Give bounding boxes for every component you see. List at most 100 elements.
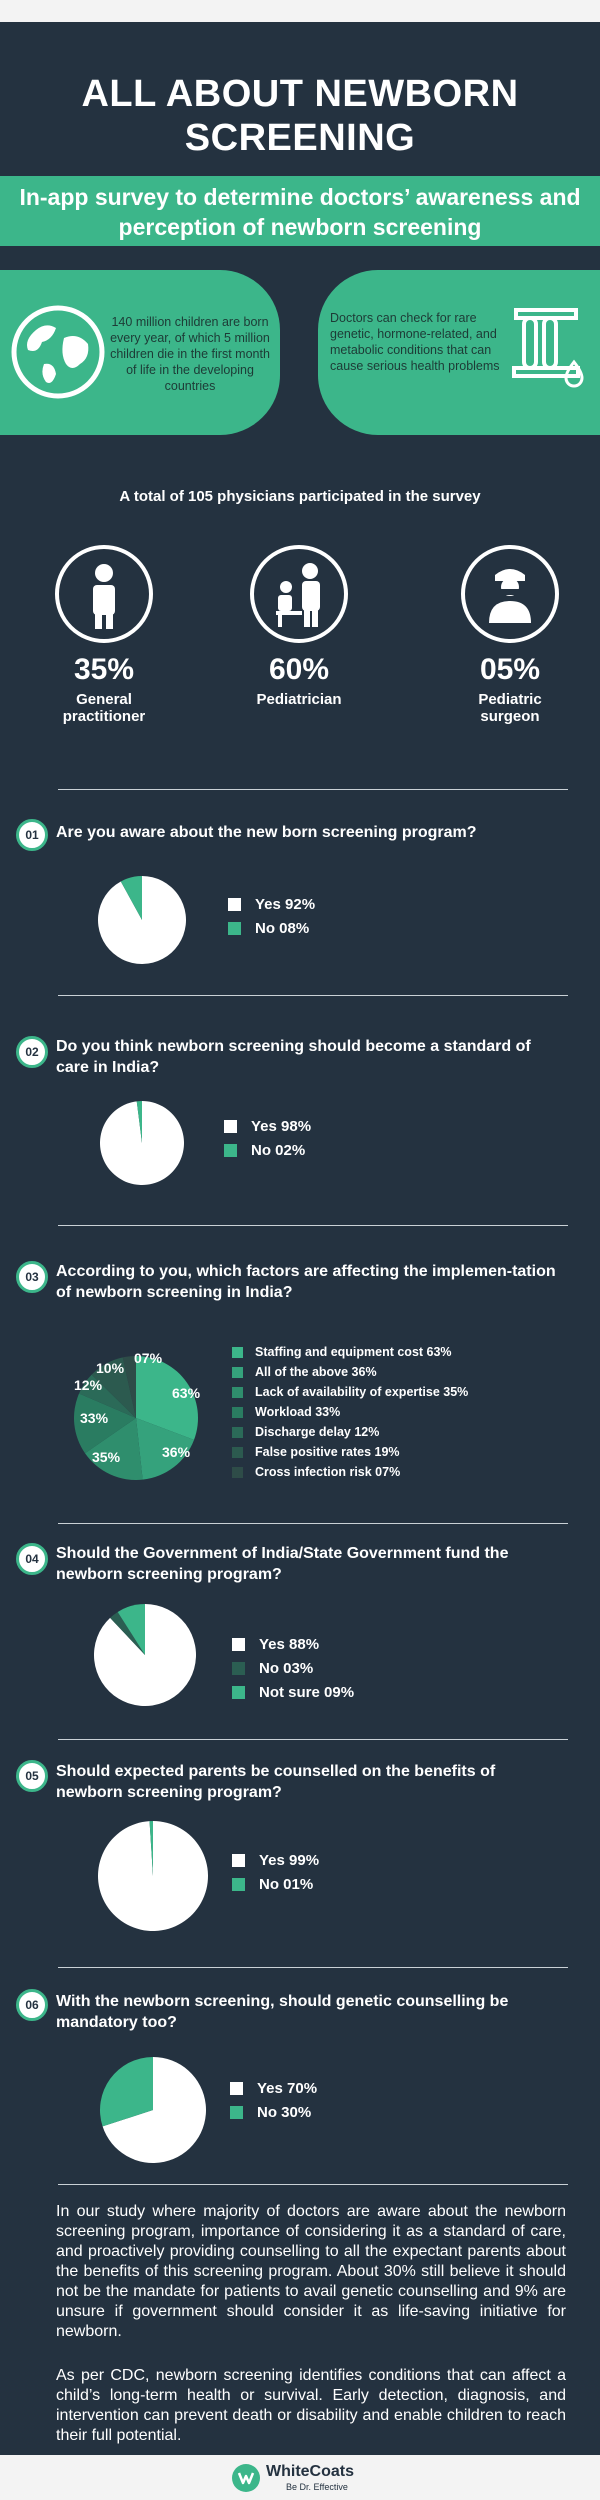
participants-heading: A total of 105 physicians participated i… xyxy=(119,488,481,505)
role-pct: 60% xyxy=(268,653,330,686)
legend-swatch xyxy=(224,1143,237,1157)
pie-chart-q2 xyxy=(100,1101,184,1185)
legend-item: No 03% xyxy=(232,1656,354,1680)
question-text: With the newborn screening, should genet… xyxy=(56,1993,509,2031)
legend-swatch xyxy=(232,1661,245,1675)
question-text: Do you think newborn screening should be… xyxy=(56,1038,531,1076)
legend-item: Yes 92% xyxy=(228,892,315,916)
legend-item: Yes 70% xyxy=(230,2076,317,2100)
question-number: 04 xyxy=(16,1543,48,1575)
legend-swatch xyxy=(230,2105,243,2119)
legend-q1: Yes 92% No 08% xyxy=(228,892,315,940)
legend-item: Discharge delay 12% xyxy=(232,1422,468,1442)
legend-swatch xyxy=(228,921,241,935)
divider xyxy=(58,1739,568,1740)
legend-label: All of the above 36% xyxy=(255,1365,377,1379)
divider xyxy=(58,1967,568,1968)
conclusion-paragraph: In our study where majority of doctors a… xyxy=(56,2203,566,2340)
pie-slice xyxy=(85,1418,143,1480)
legend-swatch xyxy=(230,2081,243,2095)
pie-slice xyxy=(110,1611,145,1655)
pie-label: 35% xyxy=(92,1449,121,1465)
legend-q6: Yes 70% No 30% xyxy=(230,2076,317,2124)
pie-slice xyxy=(100,2057,153,2127)
divider xyxy=(58,995,568,996)
legend-item: No 08% xyxy=(228,916,315,940)
legend-swatch xyxy=(232,1877,245,1891)
role-general-practitioner: 35% General practitioner xyxy=(49,545,159,725)
legend-swatch xyxy=(232,1346,243,1358)
legend-label: No 01% xyxy=(259,1875,314,1893)
brand-name: WhiteCoats xyxy=(266,2463,354,2480)
brand-tagline: Be Dr. Effective xyxy=(286,2482,348,2492)
legend-q5: Yes 99% No 01% xyxy=(232,1848,319,1896)
pie-slice xyxy=(79,1374,136,1418)
top-strip xyxy=(0,0,600,22)
pie-slice xyxy=(136,1101,142,1143)
legend-label: Lack of availability of expertise 35% xyxy=(255,1385,469,1399)
legend-swatch xyxy=(232,1466,243,1478)
legend-label: Cross infection risk 07% xyxy=(255,1465,401,1479)
legend-q4: Yes 88% No 03% Not sure 09% xyxy=(232,1632,354,1704)
legend-label: Yes 88% xyxy=(259,1635,320,1653)
role-label: General practitioner xyxy=(62,691,146,725)
pie-chart-q6 xyxy=(100,2057,206,2163)
legend-item: False positive rates 19% xyxy=(232,1442,468,1462)
question-number: 02 xyxy=(16,1036,48,1068)
pie-slice xyxy=(122,1356,136,1418)
legend-swatch xyxy=(232,1406,243,1418)
fact-births-text: 140 million children are born every year… xyxy=(110,315,270,393)
question-number: 06 xyxy=(16,1989,48,2021)
legend-label: Staffing and equipment cost 63% xyxy=(255,1345,452,1359)
divider xyxy=(58,1225,568,1226)
legend-label: Yes 70% xyxy=(257,2079,318,2097)
cdc-paragraph: As per CDC, newborn screening identifies… xyxy=(56,2367,566,2444)
legend-swatch xyxy=(232,1426,243,1438)
legend-label: No 30% xyxy=(257,2103,312,2121)
fact-conditions-text: Doctors can check for rare genetic, horm… xyxy=(330,311,500,373)
whitecoats-logo-icon xyxy=(232,2464,260,2492)
fact-card-births: 140 million children are born every year… xyxy=(0,270,280,435)
legend-q2: Yes 98% No 02% xyxy=(224,1114,311,1162)
question-text: Are you aware about the new born screeni… xyxy=(56,824,477,841)
legend-item: Lack of availability of expertise 35% xyxy=(232,1382,468,1402)
pie-slice xyxy=(136,1418,195,1480)
pie-label: 63% xyxy=(172,1385,201,1401)
globe-icon xyxy=(11,305,105,399)
pie-slice xyxy=(98,876,186,964)
doctor-icon xyxy=(55,545,153,643)
legend-item: Staffing and equipment cost 63% xyxy=(232,1342,468,1362)
legend-item: Yes 88% xyxy=(232,1632,354,1656)
pie-label: 10% xyxy=(96,1360,125,1376)
question-text: Should expected parents be counselled on… xyxy=(56,1763,496,1801)
subtitle-banner: In-app survey to determine doctors’ awar… xyxy=(0,176,600,246)
legend-swatch xyxy=(232,1366,243,1378)
question-text: According to you, which factors are affe… xyxy=(56,1263,556,1301)
test-tubes-icon xyxy=(512,308,584,388)
legend-label: Not sure 09% xyxy=(259,1683,355,1701)
legend-item: Workload 33% xyxy=(232,1402,468,1422)
legend-item: Cross infection risk 07% xyxy=(232,1462,468,1482)
page-title: ALL ABOUT NEWBORN SCREENING xyxy=(81,73,519,159)
divider xyxy=(58,1523,568,1524)
legend-item: Not sure 09% xyxy=(232,1680,354,1704)
legend-swatch xyxy=(228,897,241,911)
legend-item: All of the above 36% xyxy=(232,1362,468,1382)
role-pct: 35% xyxy=(73,653,135,686)
legend-item: Yes 98% xyxy=(224,1114,311,1138)
legend-swatch xyxy=(232,1446,243,1458)
role-pct: 05% xyxy=(479,653,541,686)
role-pediatric-surgeon: 05% Pediatric surgeon xyxy=(455,545,565,725)
pie-slice xyxy=(102,2057,206,2163)
pie-slice xyxy=(136,1356,198,1440)
legend-item: Yes 99% xyxy=(232,1848,319,1872)
pediatrician-icon xyxy=(250,545,348,643)
pie-label: 07% xyxy=(134,1350,163,1366)
role-label: Pediatric surgeon xyxy=(478,691,542,725)
surgeon-icon xyxy=(461,545,559,643)
legend-label: Yes 92% xyxy=(255,895,316,913)
pie-slice xyxy=(149,1821,153,1876)
pie-slice xyxy=(98,1821,208,1931)
legend-label: No 03% xyxy=(259,1659,314,1677)
